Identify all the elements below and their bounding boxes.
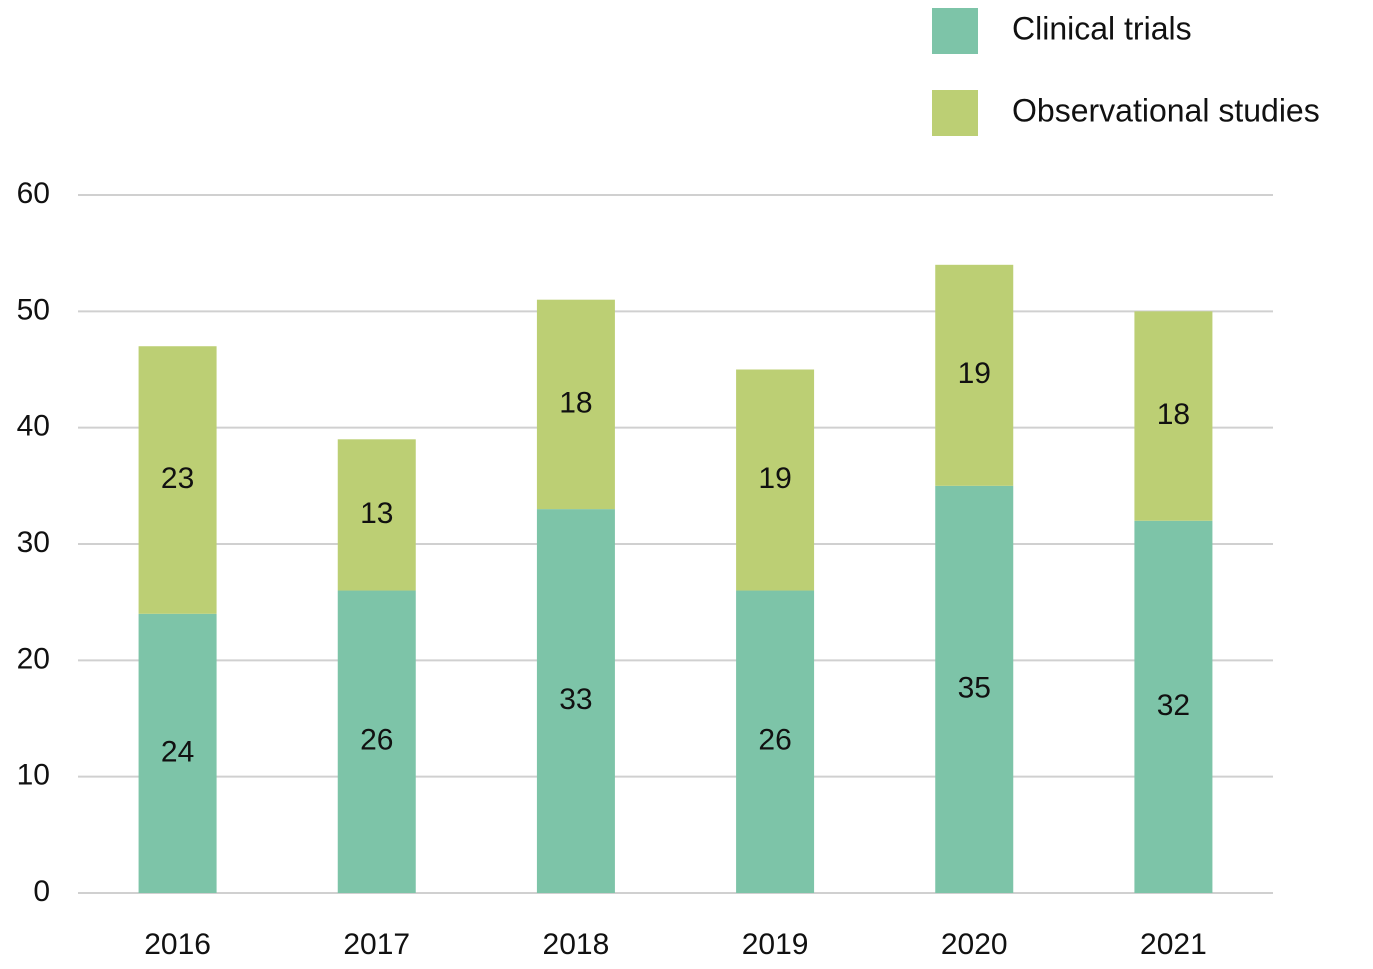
bar-segment bbox=[138, 613, 217, 893]
legend-label: Clinical trials bbox=[1012, 10, 1192, 46]
y-tick-label: 10 bbox=[17, 759, 50, 792]
bar-segment bbox=[138, 346, 217, 614]
data-label: 24 bbox=[161, 735, 194, 768]
bar-segment bbox=[337, 439, 416, 591]
x-tick-label: 2018 bbox=[543, 928, 610, 961]
data-label: 18 bbox=[1157, 398, 1190, 431]
legend-swatch bbox=[932, 90, 978, 136]
data-label: 13 bbox=[360, 497, 393, 530]
bar-segment bbox=[1134, 311, 1213, 521]
legend-swatch bbox=[932, 8, 978, 54]
y-tick-label: 0 bbox=[33, 875, 50, 908]
x-tick-label: 2019 bbox=[742, 928, 809, 961]
y-tick-label: 50 bbox=[17, 293, 50, 326]
bar-segment bbox=[536, 509, 615, 893]
data-label: 26 bbox=[758, 724, 791, 757]
bar-segment bbox=[935, 264, 1014, 486]
y-tick-label: 20 bbox=[17, 642, 50, 675]
data-label: 32 bbox=[1157, 689, 1190, 722]
data-label: 35 bbox=[958, 671, 991, 704]
bar-segment bbox=[337, 590, 416, 893]
y-tick-label: 30 bbox=[17, 526, 50, 559]
data-label: 19 bbox=[958, 357, 991, 390]
bar-segment bbox=[1134, 520, 1213, 893]
legend-label: Observational studies bbox=[1012, 92, 1320, 128]
data-label: 23 bbox=[161, 462, 194, 495]
bar-segment bbox=[736, 369, 815, 591]
y-tick-label: 60 bbox=[17, 177, 50, 210]
x-tick-label: 2016 bbox=[144, 928, 211, 961]
bar-segment bbox=[736, 590, 815, 893]
y-tick-label: 40 bbox=[17, 410, 50, 443]
data-label: 26 bbox=[360, 724, 393, 757]
x-tick-label: 2021 bbox=[1140, 928, 1207, 961]
x-tick-label: 2020 bbox=[941, 928, 1008, 961]
x-tick-label: 2017 bbox=[343, 928, 410, 961]
data-label: 19 bbox=[758, 462, 791, 495]
bar-segment bbox=[536, 299, 615, 510]
bar-segment bbox=[935, 485, 1014, 893]
data-label: 18 bbox=[559, 386, 592, 419]
data-label: 33 bbox=[559, 683, 592, 716]
